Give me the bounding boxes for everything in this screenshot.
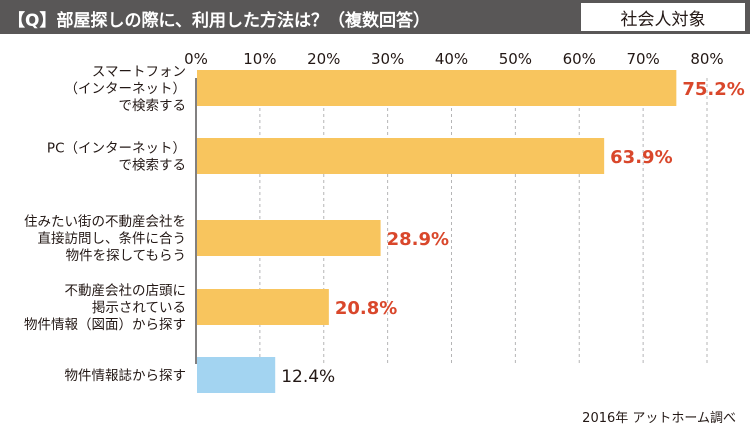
x-tick-label: 70% — [626, 50, 659, 68]
source-note: 2016年 アットホーム調べ — [582, 411, 736, 426]
category-label: 物件を探してもらう — [66, 248, 186, 264]
bar — [197, 138, 605, 174]
value-label: 28.9% — [387, 229, 449, 250]
category-label: 掲示されている — [92, 300, 186, 316]
question-title: 【Q】部屋探しの際に、利用した方法は？（複数回答） — [8, 11, 430, 31]
value-label: 12.4% — [281, 367, 335, 387]
bar-chart: 0% 10% 20% 30% 40% 50% 60% 70% 80% 75.2% スマートフォン（イ… — [24, 50, 745, 393]
category-label: PC（インターネット） — [47, 141, 186, 157]
audience-badge: 社会人対象 — [580, 2, 746, 32]
x-tick-label: 0% — [184, 50, 208, 68]
bar — [197, 70, 677, 106]
x-tick-label: 10% — [243, 50, 276, 68]
category-label: 物件情報誌から探す — [65, 368, 187, 384]
category-label: 直接訪問し、条件に合う — [38, 230, 187, 247]
x-tick-label: 80% — [690, 50, 723, 68]
x-tick-label: 60% — [563, 50, 596, 68]
category-label: 物件情報（図面）から探す — [24, 317, 186, 333]
x-tick-label: 30% — [371, 50, 404, 68]
value-label: 63.9% — [610, 147, 672, 168]
x-tick-label: 20% — [307, 50, 340, 68]
category-label: （インターネット） — [65, 81, 187, 97]
x-tick-label: 50% — [499, 50, 532, 68]
category-label: 住みたい街の不動産会社を — [24, 214, 186, 230]
category-label: スマートフォン — [92, 64, 186, 80]
value-label: 75.2% — [682, 79, 744, 100]
value-label: 20.8% — [335, 298, 397, 319]
category-label: 不動産会社の店頭に — [65, 283, 187, 299]
category-label: で検索する — [119, 158, 187, 174]
bar — [197, 289, 329, 325]
category-label: で検索する — [119, 98, 187, 114]
bar — [197, 357, 276, 393]
bar — [197, 220, 381, 256]
x-tick-label: 40% — [435, 50, 468, 68]
